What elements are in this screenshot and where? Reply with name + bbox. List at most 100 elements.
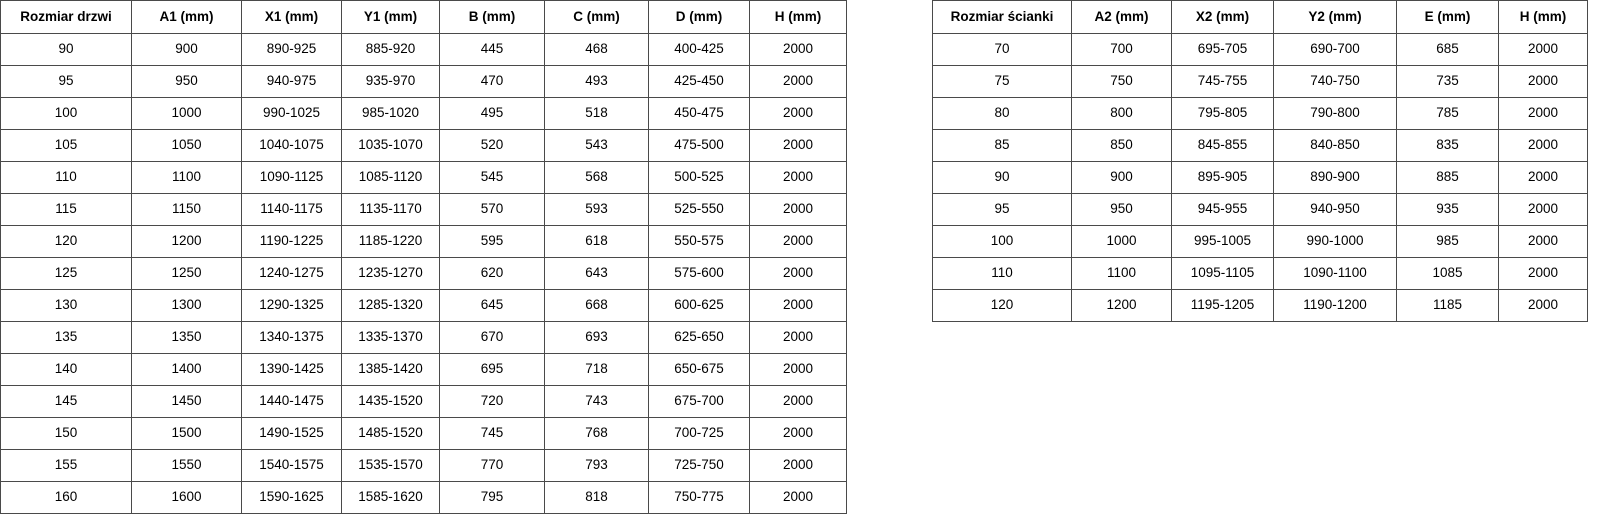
table-cell: 940-950 [1273,193,1397,226]
table-cell: 1190-1200 [1273,289,1397,322]
row-label-cell: 80 [932,97,1072,130]
table-cell: 2000 [749,257,847,290]
door-table-header: Rozmiar drzwi A1 (mm) X1 (mm) Y1 (mm) B (mm)… [0,0,847,34]
row-label-cell: 75 [932,65,1072,98]
table-cell: 1000 [131,97,242,130]
table-cell: 1200 [131,225,242,258]
table-cell: 768 [544,417,649,450]
table-cell: 2000 [749,481,847,514]
panel-table-header: Rozmiar ścianki A2 (mm) X2 (mm) Y2 (mm) E (m… [932,0,1588,34]
table-cell: 2000 [1498,289,1588,322]
table-cell: 1400 [131,353,242,386]
table-cell: 495 [439,97,545,130]
table-cell: 675-700 [648,385,750,418]
table-cell: 2000 [749,129,847,162]
table-cell: 2000 [749,385,847,418]
table-cell: 740-750 [1273,65,1397,98]
table-cell: 668 [544,289,649,322]
table-cell: 935-970 [341,65,440,98]
table-cell: 1540-1575 [241,449,342,482]
table-cell: 2000 [749,161,847,194]
column-header: A2 (mm) [1071,0,1172,34]
row-label-cell: 85 [932,129,1072,162]
table-row: 70 700 695-705 690-700 685 2000 [932,33,1588,66]
table-cell: 518 [544,97,649,130]
table-cell: 2000 [749,33,847,66]
table-cell: 818 [544,481,649,514]
table-cell: 1050 [131,129,242,162]
table-cell: 725-750 [648,449,750,482]
table-cell: 1535-1570 [341,449,440,482]
table-cell: 1040-1075 [241,129,342,162]
table-cell: 1390-1425 [241,353,342,386]
table-cell: 425-450 [648,65,750,98]
column-header: Rozmiar ścianki [932,0,1072,34]
table-cell: 1590-1625 [241,481,342,514]
table-row: 130 1300 1290-1325 1285-1320 645 668 600-625 20… [0,289,847,322]
table-row: 100 1000 990-1025 985-1020 495 518 450-475 2000 [0,97,847,130]
row-label-cell: 150 [0,417,132,450]
table-cell: 690-700 [1273,33,1397,66]
table-row: 75 750 745-755 740-750 735 2000 [932,65,1588,98]
table-cell: 1550 [131,449,242,482]
table-cell: 745-755 [1171,65,1274,98]
row-label-cell: 130 [0,289,132,322]
table-cell: 500-525 [648,161,750,194]
row-label-cell: 155 [0,449,132,482]
row-label-cell: 95 [932,193,1072,226]
side-panel-dimensions-table: Rozmiar ścianki A2 (mm) X2 (mm) Y2 (mm) E (m… [932,0,1588,322]
table-cell: 2000 [749,65,847,98]
table-row: 90 900 890-925 885-920 445 468 400-425 2000 [0,33,847,66]
column-header: X1 (mm) [241,0,342,34]
table-row: 95 950 945-955 940-950 935 2000 [932,193,1588,226]
table-cell: 2000 [1498,193,1588,226]
table-cell: 1085 [1396,257,1499,290]
table-cell: 1335-1370 [341,321,440,354]
table-cell: 550-575 [648,225,750,258]
table-cell: 1500 [131,417,242,450]
table-row: 110 1100 1095-1105 1090-1100 1085 2000 [932,257,1588,290]
table-cell: 2000 [749,417,847,450]
column-header: A1 (mm) [131,0,242,34]
table-row: 115 1150 1140-1175 1135-1170 570 593 525-550 20… [0,193,847,226]
row-label-cell: 95 [0,65,132,98]
table-cell: 2000 [749,97,847,130]
table-cell: 1600 [131,481,242,514]
column-header: Y1 (mm) [341,0,440,34]
table-cell: 1485-1520 [341,417,440,450]
table-cell: 643 [544,257,649,290]
table-cell: 985-1020 [341,97,440,130]
table-row: 145 1450 1440-1475 1435-1520 720 743 675-700 20… [0,385,847,418]
table-row: 160 1600 1590-1625 1585-1620 795 818 750-775 20… [0,481,847,514]
table-cell: 1300 [131,289,242,322]
table-cell: 795-805 [1171,97,1274,130]
table-cell: 750 [1071,65,1172,98]
table-cell: 990-1000 [1273,225,1397,258]
table-cell: 735 [1396,65,1499,98]
table-cell: 545 [439,161,545,194]
table-cell: 2000 [1498,161,1588,194]
table-cell: 1450 [131,385,242,418]
table-cell: 1135-1170 [341,193,440,226]
table-cell: 990-1025 [241,97,342,130]
row-label-cell: 110 [932,257,1072,290]
table-cell: 1150 [131,193,242,226]
table-cell: 1090-1100 [1273,257,1397,290]
table-cell: 593 [544,193,649,226]
table-cell: 2000 [749,225,847,258]
table-cell: 1440-1475 [241,385,342,418]
table-cell: 1340-1375 [241,321,342,354]
row-label-cell: 120 [0,225,132,258]
table-cell: 1100 [131,161,242,194]
table-row: 120 1200 1195-1205 1190-1200 1185 2000 [932,289,1588,322]
row-label-cell: 105 [0,129,132,162]
table-row: 80 800 795-805 790-800 785 2000 [932,97,1588,130]
table-cell: 1185 [1396,289,1499,322]
table-cell: 940-975 [241,65,342,98]
table-cell: 520 [439,129,545,162]
table-cell: 1140-1175 [241,193,342,226]
table-cell: 568 [544,161,649,194]
table-cell: 1490-1525 [241,417,342,450]
table-cell: 743 [544,385,649,418]
